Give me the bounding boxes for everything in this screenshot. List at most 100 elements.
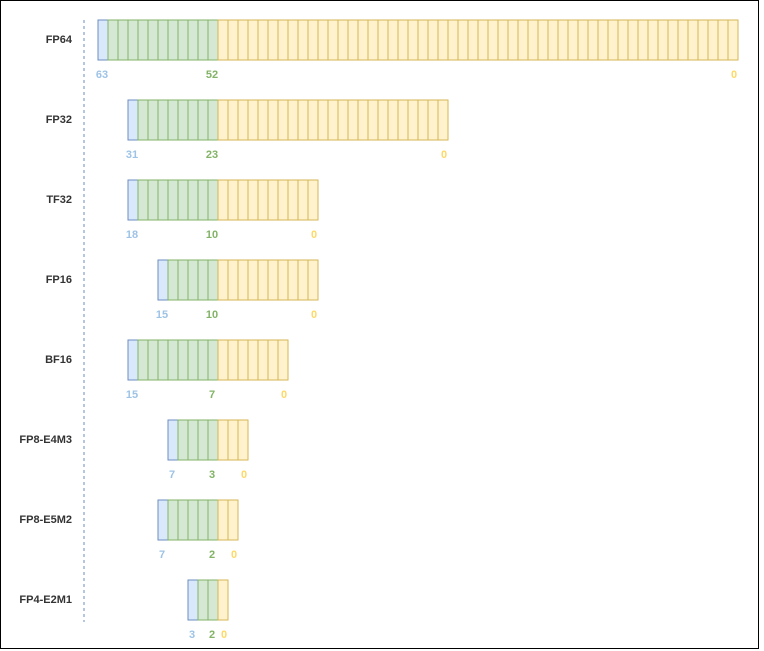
sign-label: 15 (126, 389, 138, 401)
exponent-bit (137, 99, 149, 141)
exponent-bit (197, 579, 209, 621)
mantissa-bit (227, 179, 239, 221)
mantissa-bit (247, 19, 259, 61)
sign-label: 31 (126, 149, 138, 161)
mantissa-bit (727, 19, 739, 61)
mantissa-bit (407, 99, 419, 141)
mantissa-bit (297, 179, 309, 221)
sign-label: 7 (159, 549, 165, 561)
exponent-bit (207, 179, 219, 221)
format-name: FP16 (46, 274, 72, 286)
format-name: FP64 (46, 34, 73, 46)
exponent-bit (207, 99, 219, 141)
exponent-label: 7 (209, 389, 215, 401)
exponent-label: 23 (206, 149, 218, 161)
mantissa-bit (227, 419, 239, 461)
mantissa-bit (267, 19, 279, 61)
exponent-bit (207, 339, 219, 381)
mantissa-bit (317, 19, 329, 61)
exponent-bit (187, 499, 199, 541)
exponent-bit (167, 259, 179, 301)
format-name: FP4-E2M1 (19, 594, 72, 606)
mantissa-bit (327, 99, 339, 141)
mantissa-bit (377, 19, 389, 61)
mantissa-bit (267, 339, 279, 381)
mantissa-bit (217, 419, 229, 461)
mantissa-bit (397, 99, 409, 141)
mantissa-bit (567, 19, 579, 61)
exponent-bit (117, 19, 129, 61)
mantissa-bit (327, 19, 339, 61)
exponent-bit (197, 99, 209, 141)
mantissa-bit (237, 179, 249, 221)
mantissa-bit (267, 179, 279, 221)
sign-label: 15 (156, 309, 168, 321)
mantissa-bit (277, 259, 289, 301)
mantissa-bit (697, 19, 709, 61)
mantissa-bit (407, 19, 419, 61)
mantissa-bit (267, 99, 279, 141)
exponent-bit (207, 579, 219, 621)
mantissa-bit (237, 99, 249, 141)
mantissa-bit (347, 19, 359, 61)
sign-bit (127, 179, 139, 221)
mantissa-bit (677, 19, 689, 61)
mantissa-bit (227, 339, 239, 381)
mantissa-bit (247, 339, 259, 381)
exponent-label: 2 (209, 549, 215, 561)
mantissa-bit (597, 19, 609, 61)
mantissa-bit (587, 19, 599, 61)
mantissa-bit (357, 99, 369, 141)
sign-bit (127, 99, 139, 141)
exponent-bit (157, 179, 169, 221)
mantissa-bit (707, 19, 719, 61)
exponent-bit (177, 419, 189, 461)
exponent-bit (187, 259, 199, 301)
exponent-bit (157, 99, 169, 141)
exponent-bit (207, 419, 219, 461)
exponent-bit (197, 179, 209, 221)
exponent-label: 10 (206, 229, 218, 241)
mantissa-bit (257, 259, 269, 301)
mantissa-bit (277, 19, 289, 61)
exponent-bit (137, 339, 149, 381)
format-name: TF32 (46, 194, 72, 206)
mantissa-bit (257, 339, 269, 381)
mantissa-bit (527, 19, 539, 61)
mantissa-bit (277, 339, 289, 381)
exponent-label: 52 (206, 69, 218, 81)
exponent-bit (187, 339, 199, 381)
mantissa-bit (217, 19, 229, 61)
mantissa-bit (247, 99, 259, 141)
mantissa-bit (627, 19, 639, 61)
mantissa-bit (277, 179, 289, 221)
mantissa-bit (647, 19, 659, 61)
mantissa-bit (497, 19, 509, 61)
mantissa-bit (387, 19, 399, 61)
mantissa-bit (387, 99, 399, 141)
mantissa-bit (447, 19, 459, 61)
mantissa-bit (257, 19, 269, 61)
mantissa-bit (267, 259, 279, 301)
mantissa-bit (277, 99, 289, 141)
exponent-bit (197, 419, 209, 461)
exponent-bit (187, 99, 199, 141)
exponent-bit (157, 339, 169, 381)
mantissa-label: 0 (731, 69, 737, 81)
mantissa-bit (227, 99, 239, 141)
mantissa-bit (217, 339, 229, 381)
mantissa-bit (537, 19, 549, 61)
mantissa-bit (687, 19, 699, 61)
exponent-bit (177, 499, 189, 541)
mantissa-bit (287, 19, 299, 61)
mantissa-bit (487, 19, 499, 61)
mantissa-bit (227, 499, 239, 541)
mantissa-label: 0 (311, 309, 317, 321)
mantissa-bit (437, 99, 449, 141)
exponent-label: 10 (206, 309, 218, 321)
mantissa-bit (457, 19, 469, 61)
exponent-label: 3 (209, 469, 215, 481)
sign-bit (157, 499, 169, 541)
